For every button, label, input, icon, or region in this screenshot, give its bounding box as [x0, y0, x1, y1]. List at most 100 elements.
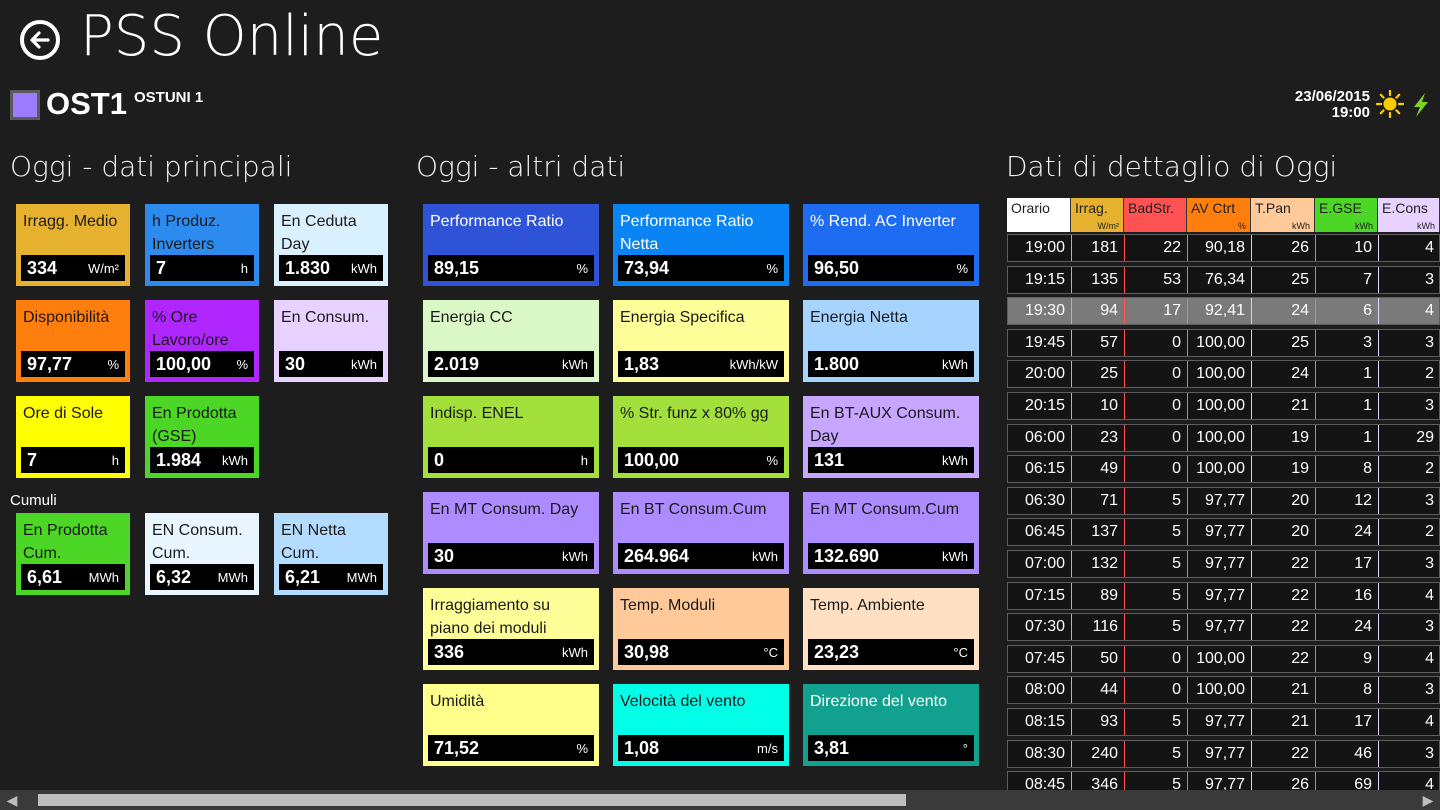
table-cell: 5	[1125, 740, 1188, 767]
tile-value-bar: 1.830 kWh	[279, 255, 383, 281]
tile-en-consum-cum[interactable]: EN Consum. Cum. 6,32 MWh	[145, 513, 259, 595]
table-row[interactable]: 19:15 135 53 76,34 25 7 3	[1007, 265, 1440, 294]
column-header-t-pan[interactable]: T.Pan kWh	[1251, 198, 1315, 232]
table-cell: 8	[1316, 677, 1379, 704]
table-row[interactable]: 07:45 50 0 100,00 22 9 4	[1007, 644, 1440, 673]
tile-value-bar: 3,81 °	[808, 735, 974, 761]
table-row[interactable]: 06:45 137 5 97,77 20 24 2	[1007, 518, 1440, 547]
table-row[interactable]: 06:00 23 0 100,00 19 1 29	[1007, 423, 1440, 452]
column-header-orario[interactable]: Orario	[1007, 198, 1071, 232]
tile-unit: %	[766, 260, 778, 276]
tile-value-bar: 1.984 kWh	[150, 447, 254, 473]
table-cell: 132	[1072, 551, 1125, 577]
table-cell: 22	[1252, 740, 1316, 767]
tile-value-bar: 6,32 MWh	[150, 564, 254, 590]
tile-value: 7	[27, 449, 38, 470]
tile-en-consum[interactable]: En Consum. 30 kWh	[274, 300, 388, 382]
column-header-av-ctrt[interactable]: AV Ctrt%	[1187, 198, 1251, 232]
tile-label: Indisp. ENEL	[430, 405, 524, 422]
tile-performance-ratio-netta[interactable]: Performance Ratio Netta 73,94%	[613, 204, 789, 286]
tile-indisp-enel[interactable]: Indisp. ENEL 0 h	[423, 396, 599, 478]
table-cell: 2	[1425, 365, 1434, 383]
table-row[interactable]: 06:30 71 5 97,77 20 12 3	[1007, 486, 1440, 515]
tile-irraggiamento-su-piano-dei-moduli[interactable]: Irraggiamento su piano dei moduli 336 kWh	[423, 588, 599, 670]
tile-en-ceduta-day[interactable]: En Ceduta Day 1.830 kWh	[274, 204, 388, 286]
table-row[interactable]: 19:00 181 22 90,18 26 10 4	[1007, 234, 1440, 262]
tile-value-bar: 131 kWh	[808, 447, 974, 473]
tile-irragg-medio[interactable]: Irragg. Medio 334 W/m²	[16, 204, 130, 286]
table-row[interactable]: 20:15 10 0 100,00 21 1 3	[1007, 392, 1440, 420]
tile-label: En MT Consum.Cum	[810, 501, 960, 518]
tile-value: 6,32	[156, 566, 192, 587]
tile-unit: %	[576, 740, 588, 756]
table-row[interactable]: 08:15 93 5 97,77 21 17 4	[1007, 708, 1440, 736]
table-row[interactable]: 07:15 89 5 97,77 22 16 4	[1007, 581, 1440, 610]
table-cell: 08:30	[1008, 740, 1072, 767]
table-cell: 49	[1072, 456, 1125, 483]
table-cell: 97,77	[1188, 709, 1252, 735]
column-header-irrag[interactable]: Irrag. W/m²	[1071, 198, 1124, 232]
tile-value-bar: 30,98 °C	[618, 639, 784, 665]
tile-performance-ratio[interactable]: Performance Ratio 89,15%	[423, 204, 599, 286]
table-row[interactable]: 07:30 116 5 97,77 22 24 3	[1007, 613, 1440, 642]
table-cell: 5	[1125, 519, 1188, 546]
table-cell: 19:45	[1008, 329, 1072, 356]
table-cell: 5	[1125, 772, 1188, 799]
column-header-label: BadStr.	[1128, 200, 1174, 216]
tile-unit: kWh/kW	[729, 356, 778, 372]
table-cell: 23	[1072, 424, 1125, 451]
table-row[interactable]: 07:00 132 5 97,77 22 17 3	[1007, 550, 1440, 578]
table-cell: 97,77	[1188, 772, 1252, 799]
tile-energia-specifica[interactable]: Energia Specifica 1,83 kWh/kW	[613, 300, 789, 382]
table-row[interactable]: 19:30 94 17 92,41 24 6 4	[1007, 297, 1440, 326]
scrollbar-thumb[interactable]	[38, 794, 906, 806]
tile-umidit[interactable]: Umidità 71,52%	[423, 684, 599, 766]
tile-unit: kWh	[562, 644, 588, 660]
tile-energia-netta[interactable]: Energia Netta 1.800 kWh	[803, 300, 979, 382]
tile-en-netta-cum[interactable]: EN Netta Cum. 6,21 MWh	[274, 513, 388, 595]
scroll-left-icon[interactable]: ◀	[6, 792, 18, 808]
tile-en-bt-aux-consum-day[interactable]: En BT-AUX Consum. Day 131 kWh	[803, 396, 979, 478]
tile-value: 6,21	[285, 566, 321, 587]
back-button[interactable]	[20, 20, 60, 60]
tile-ore-lavoro-ore[interactable]: % Ore Lavoro/ore 100,00%	[145, 300, 259, 382]
table-cell: 6	[1316, 298, 1379, 325]
column-header-e-cons[interactable]: E.Cons kWh	[1378, 198, 1440, 232]
tile-temp-moduli[interactable]: Temp. Moduli 30,98 °C	[613, 588, 789, 670]
tile-temp-ambiente[interactable]: Temp. Ambiente 23,23 °C	[803, 588, 979, 670]
table-cell: 50	[1072, 645, 1125, 672]
tile-en-mt-consum-cum[interactable]: En MT Consum.Cum 132.690 kWh	[803, 492, 979, 574]
tile-en-prodotta-gse[interactable]: En Prodotta (GSE) 1.984 kWh	[145, 396, 259, 478]
tile-label: Performance Ratio Netta	[620, 213, 754, 253]
tile-rend-ac-inverter[interactable]: % Rend. AC Inverter 96,50%	[803, 204, 979, 286]
table-row[interactable]: 08:30 240 5 97,77 22 46 3	[1007, 739, 1440, 768]
table-cell: 9	[1316, 645, 1379, 672]
table-cell: 0	[1125, 424, 1188, 451]
tile-en-bt-consum-cum[interactable]: En BT Consum.Cum 264.964 kWh	[613, 492, 789, 574]
table-cell: 3	[1316, 329, 1379, 356]
tile-en-mt-consum-day[interactable]: En MT Consum. Day 30 kWh	[423, 492, 599, 574]
tile-str-funz-x-80-gg[interactable]: % Str. funz x 80% gg 100,00%	[613, 396, 789, 478]
table-row[interactable]: 20:00 25 0 100,00 24 1 2	[1007, 360, 1440, 389]
table-cell: 44	[1072, 677, 1125, 704]
scroll-right-icon[interactable]: ▶	[1422, 792, 1434, 808]
table-row[interactable]: 08:00 44 0 100,00 21 8 3	[1007, 676, 1440, 705]
tile-energia-cc[interactable]: Energia CC 2.019 kWh	[423, 300, 599, 382]
table-cell: 24	[1252, 298, 1316, 325]
section-title-main: Oggi - dati principali	[10, 150, 293, 183]
column-header-badstr[interactable]: BadStr.	[1124, 198, 1187, 232]
tile-direzione-del-vento[interactable]: Direzione del vento 3,81 °	[803, 684, 979, 766]
tile-h-produz-inverters[interactable]: h Produz. Inverters 7 h	[145, 204, 259, 286]
horizontal-scrollbar[interactable]: ◀ ▶	[0, 790, 1440, 810]
tile-velocit-del-vento[interactable]: Velocità del vento 1,08 m/s	[613, 684, 789, 766]
tile-ore-di-sole[interactable]: Ore di Sole 7 h	[16, 396, 130, 478]
table-cell: 100,00	[1188, 329, 1252, 356]
tile-unit: kWh	[942, 452, 968, 468]
table-cell: 06:30	[1008, 487, 1072, 514]
column-header-e-gse[interactable]: E.GSE kWh	[1315, 198, 1378, 232]
table-row[interactable]: 06:15 49 0 100,00 19 8 2	[1007, 455, 1440, 484]
tile-disponibilit[interactable]: Disponibilità 97,77%	[16, 300, 130, 382]
table-row[interactable]: 19:45 57 0 100,00 25 3 3	[1007, 328, 1440, 357]
tile-en-prodotta-cum[interactable]: En Prodotta Cum. 6,61 MWh	[16, 513, 130, 595]
